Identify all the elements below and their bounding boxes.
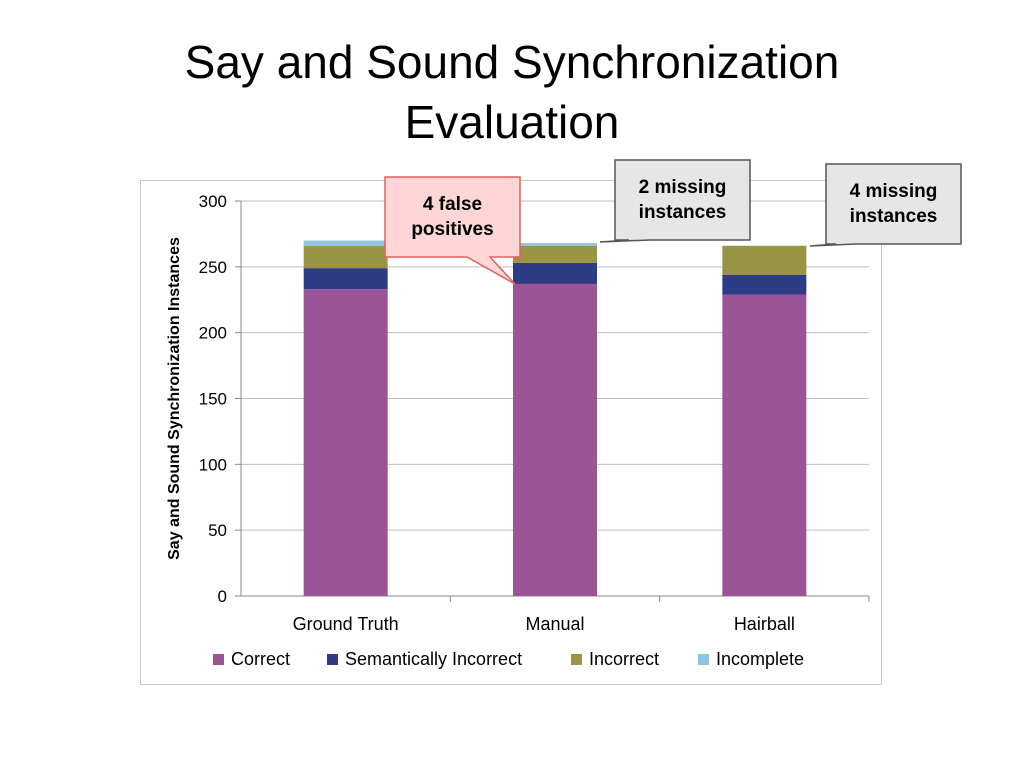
y-tick-label: 250 xyxy=(199,258,227,277)
y-tick-label: 300 xyxy=(199,192,227,211)
bar-segment-semantically-incorrect xyxy=(303,268,388,290)
callout-line: positives xyxy=(411,219,494,240)
legend-swatch xyxy=(213,654,224,665)
bar-segment-incomplete xyxy=(303,240,388,246)
callout-line: 4 missing xyxy=(849,181,938,202)
slide-title-line-1: Say and Sound Synchronization xyxy=(184,36,840,88)
bar-segment-semantically-incorrect xyxy=(513,262,597,284)
chart-frame: 0 50 100 150 200 250 300 Say and Sound Synchron… xyxy=(140,180,882,685)
callout-bubble-shape xyxy=(599,159,751,243)
bar-segment-correct xyxy=(722,294,807,596)
x-tick-label: Manual xyxy=(525,614,584,634)
bar-segment-correct xyxy=(303,289,388,596)
false-positives-callout: 4 false positives xyxy=(384,176,521,285)
y-tick-label: 100 xyxy=(199,455,227,474)
y-tick-label: 200 xyxy=(199,324,227,343)
bar-segment-semantically-incorrect xyxy=(722,274,807,295)
callout-bubble-path xyxy=(809,163,962,247)
bar-segment-incorrect xyxy=(722,245,807,275)
bar-segment-incomplete xyxy=(513,243,597,246)
false-positives-text: 4 false positives xyxy=(385,177,520,257)
y-axis-label: Say and Sound Synchronization Instances xyxy=(166,237,183,560)
x-tick-label: Ground Truth xyxy=(293,614,399,634)
callout-line: instances xyxy=(638,202,727,223)
callout-bubble-path xyxy=(384,176,521,285)
callout-line: 2 missing xyxy=(638,177,727,198)
y-tick-label: 150 xyxy=(199,390,227,409)
manual-missing-callout: 2 missing instances xyxy=(599,159,751,243)
manual-missing-text: 2 missing instances xyxy=(615,160,750,240)
callout-bubble-shape xyxy=(809,163,962,247)
callout-bubble-shape xyxy=(384,176,521,285)
hairball-missing-callout: 4 missing instances xyxy=(809,163,962,247)
bar-segment-incorrect xyxy=(513,245,597,263)
stacked-bar-chart: 0 50 100 150 200 250 300 Say and Sound Synchron… xyxy=(166,192,870,669)
bar-segment-incorrect xyxy=(303,245,388,269)
hairball-missing-text: 4 missing instances xyxy=(826,164,961,244)
legend-label: Correct xyxy=(231,649,290,669)
slide-title: Say and Sound Synchronization Evaluation xyxy=(0,32,1024,152)
y-tick-label: 50 xyxy=(208,521,227,540)
legend-label: Incomplete xyxy=(716,649,804,669)
callout-line: 4 false xyxy=(422,194,483,215)
y-tick-label: 0 xyxy=(218,587,227,606)
legend-swatch xyxy=(698,654,709,665)
bar-segment-correct xyxy=(513,283,597,596)
callout-bubble-path xyxy=(599,159,751,243)
legend-label: Incorrect xyxy=(589,649,659,669)
x-tick-label: Hairball xyxy=(734,614,795,634)
legend-swatch xyxy=(327,654,338,665)
callout-line: instances xyxy=(849,206,938,227)
legend-label: Semantically Incorrect xyxy=(345,649,522,669)
legend-swatch xyxy=(571,654,582,665)
slide-title-line-2: Evaluation xyxy=(404,96,620,148)
